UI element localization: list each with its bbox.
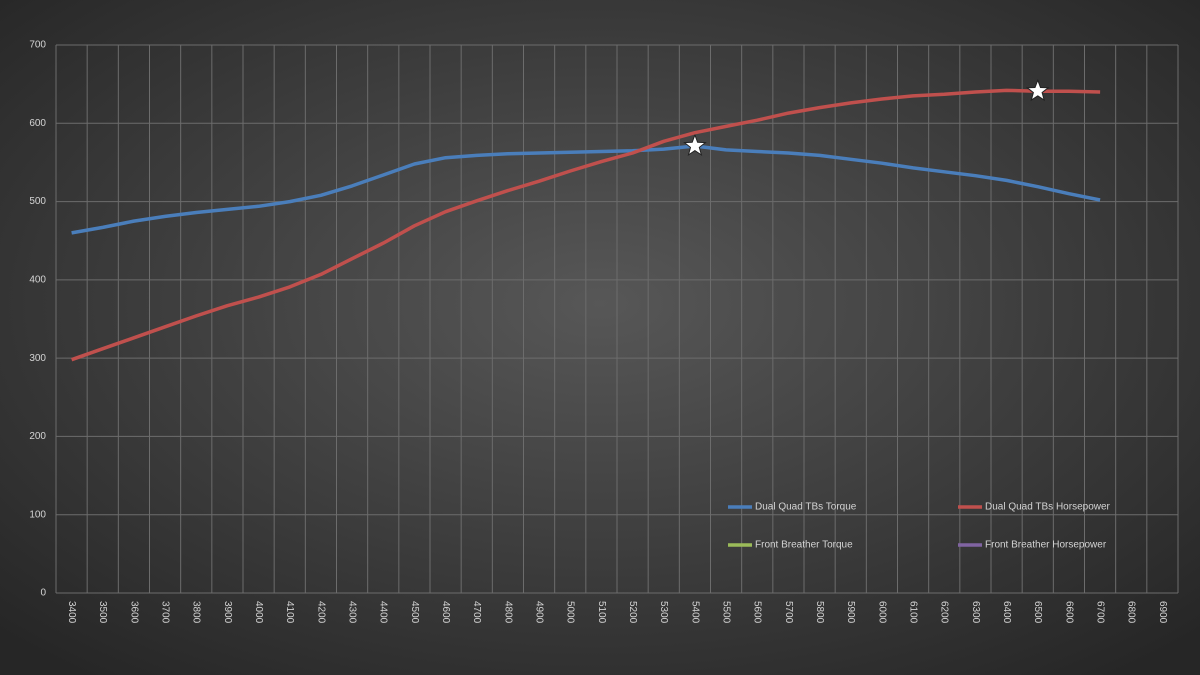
x-tick-label: 5700 — [783, 601, 794, 624]
x-tick-label: 6000 — [876, 601, 887, 624]
legend-label: Dual Quad TBs Horsepower — [985, 502, 1111, 513]
x-tick-label: 6600 — [1063, 601, 1074, 624]
x-tick-label: 3900 — [222, 601, 233, 624]
x-tick-label: 6400 — [1001, 601, 1012, 624]
star-marker — [1025, 78, 1050, 102]
star-marker — [683, 133, 707, 157]
legend-label: Dual Quad TBs Torque — [755, 502, 857, 513]
x-tick-label: 3700 — [159, 601, 170, 624]
legend-label: Front Breather Horsepower — [985, 540, 1107, 551]
x-tick-label: 6300 — [970, 601, 981, 624]
x-tick-label: 5600 — [752, 601, 763, 624]
x-tick-label: 3500 — [97, 601, 108, 624]
y-tick-label: 100 — [29, 509, 46, 520]
x-tick-label: 4000 — [253, 601, 264, 624]
x-tick-label: 5100 — [596, 601, 607, 624]
x-tick-label: 4800 — [502, 601, 513, 624]
x-tick-label: 5800 — [814, 601, 825, 624]
y-tick-label: 0 — [40, 588, 46, 599]
series-line — [71, 88, 1101, 362]
x-tick-label: 5300 — [658, 601, 669, 624]
y-tick-label: 200 — [29, 431, 46, 442]
x-tick-label: 6800 — [1126, 601, 1137, 624]
x-tick-label: 4900 — [533, 601, 544, 624]
y-tick-label: 700 — [29, 40, 46, 51]
x-tick-label: 4100 — [284, 601, 295, 624]
x-tick-label: 5900 — [845, 601, 856, 624]
x-tick-label: 4700 — [471, 601, 482, 624]
y-tick-label: 600 — [29, 118, 46, 129]
x-tick-label: 6200 — [939, 601, 950, 624]
x-tick-label: 6500 — [1032, 601, 1043, 624]
x-tick-label: 4400 — [378, 601, 389, 624]
y-tick-label: 400 — [29, 274, 46, 285]
x-tick-label: 4200 — [315, 601, 326, 624]
x-tick-label: 6100 — [907, 601, 918, 624]
x-tick-label: 5200 — [627, 601, 638, 624]
x-tick-label: 4600 — [440, 601, 451, 624]
x-tick-label: 5400 — [689, 601, 700, 624]
y-tick-label: 300 — [29, 353, 46, 364]
x-tick-label: 4500 — [409, 601, 420, 624]
y-tick-label: 500 — [29, 196, 46, 207]
series-line — [71, 144, 1101, 235]
x-tick-label: 6900 — [1157, 601, 1168, 624]
legend-label: Front Breather Torque — [755, 540, 853, 551]
x-tick-label: 5000 — [565, 601, 576, 624]
x-tick-label: 5500 — [720, 601, 731, 624]
x-tick-label: 6700 — [1094, 601, 1105, 624]
x-tick-label: 3400 — [66, 601, 77, 624]
x-tick-label: 4300 — [346, 601, 357, 624]
x-tick-label: 3600 — [128, 601, 139, 624]
x-tick-label: 3800 — [191, 601, 202, 624]
